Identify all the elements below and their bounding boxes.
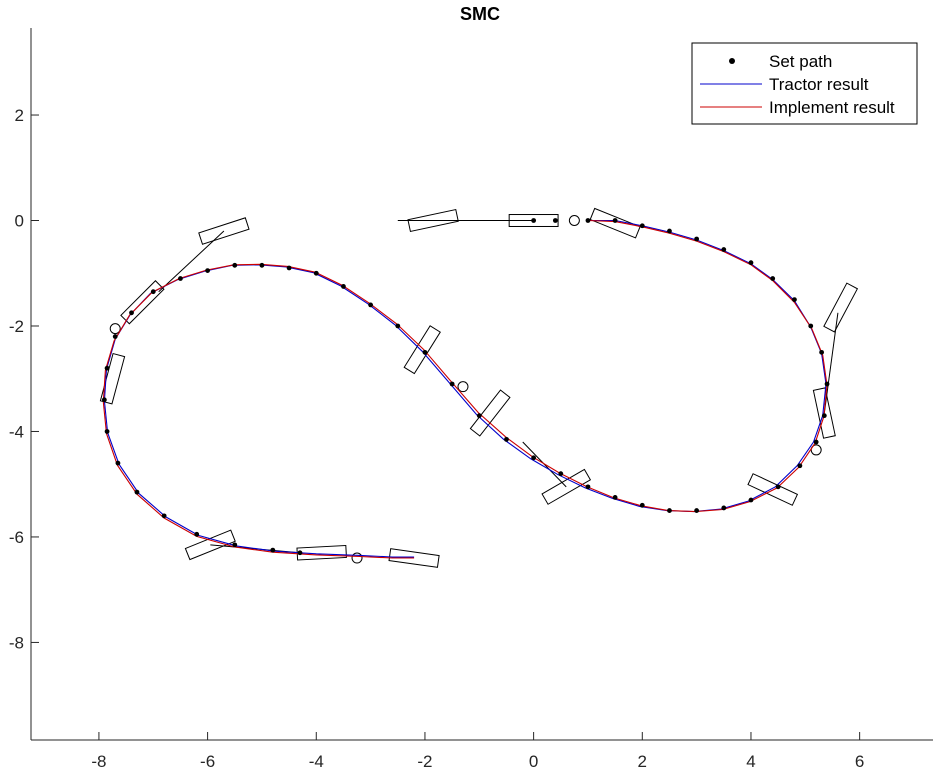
set-path-point: [504, 436, 509, 442]
set-path-point: [797, 463, 803, 469]
set-path-point: [205, 268, 210, 274]
vehicle-rect: [823, 282, 859, 333]
chart-title: SMC: [460, 4, 500, 24]
set-path-point: [178, 276, 183, 281]
vehicle-rect: [812, 387, 836, 439]
vehicle-rect: [198, 217, 250, 245]
set-path-point: [313, 270, 319, 276]
set-path-point: [134, 489, 140, 495]
set-path-point: [112, 334, 118, 339]
hitch-circle: [810, 444, 822, 456]
hitch-lines: [158, 220, 839, 554]
x-tick-label: 2: [638, 752, 647, 771]
vehicle-rect: [508, 214, 559, 227]
x-tick-label: -2: [417, 752, 432, 771]
legend-marker-set-path: [729, 58, 735, 64]
set-path-point: [422, 349, 428, 355]
legend-label-implement: Implement result: [769, 98, 895, 117]
set-path-point: [639, 502, 645, 508]
x-tick-label: 4: [746, 752, 755, 771]
set-path-point: [449, 381, 455, 387]
set-path-point: [259, 262, 265, 268]
y-tick-label: -6: [9, 528, 24, 547]
legend-label-tractor: Tractor result: [769, 75, 869, 94]
set-path-point: [368, 302, 374, 308]
set-path-point: [667, 508, 672, 513]
set-path-point: [161, 513, 167, 519]
x-tick-label: -6: [200, 752, 215, 771]
x-tick-label: -4: [309, 752, 324, 771]
set-path-point: [270, 547, 276, 553]
set-path-point: [341, 284, 346, 289]
set-path-point: [558, 471, 564, 477]
y-tick-label: 0: [15, 212, 24, 231]
series-lines: [102, 219, 828, 559]
set-path-point: [639, 223, 645, 229]
set-path-point: [721, 247, 727, 252]
vehicle-rect: [99, 352, 126, 405]
x-tick-label: 6: [855, 752, 864, 771]
set-path-point: [104, 365, 110, 371]
y-tick-label: 2: [15, 106, 24, 125]
x-tick-label: -8: [91, 752, 106, 771]
set-path-point: [819, 349, 825, 355]
set-path-point: [150, 289, 156, 295]
set-path-point: [824, 381, 830, 387]
set-path-point: [808, 323, 814, 329]
vehicle-rect: [388, 548, 440, 568]
hitch-circle: [568, 215, 580, 227]
set-path-point: [101, 397, 107, 403]
set-path-point: [813, 439, 819, 445]
set-path-point: [748, 260, 754, 266]
set-path-point: [552, 218, 558, 223]
vehicle-outlines: [99, 207, 859, 568]
set-path-point: [585, 484, 591, 490]
vehicle-rect: [541, 468, 592, 505]
y-tick-label: -4: [9, 422, 24, 441]
set-path-point: [531, 218, 537, 223]
set-path-point: [775, 484, 781, 490]
set-path-point: [694, 236, 700, 242]
hitch-circle: [351, 552, 363, 564]
set-path-point: [721, 505, 727, 511]
set-path-point: [129, 310, 134, 316]
y-tick-label: -8: [9, 633, 24, 652]
vehicle-rect: [120, 280, 165, 325]
legend: Set path Tractor result Implement result: [691, 42, 918, 125]
set-path-point: [667, 228, 672, 234]
set-path-point: [770, 276, 776, 281]
vehicle-rect: [407, 208, 459, 233]
set-path-point: [286, 265, 292, 271]
set-path-point: [694, 508, 700, 513]
vehicle-rect: [589, 207, 641, 239]
set-path-point: [232, 542, 238, 548]
set-path-point: [585, 218, 591, 223]
legend-label-set-path: Set path: [769, 52, 832, 71]
implement-result-line: [102, 219, 828, 559]
set-path-point: [297, 550, 303, 556]
set-path-point: [612, 494, 618, 500]
x-tick-label: 0: [529, 752, 538, 771]
set-path-point: [748, 497, 754, 503]
hitch-circle: [109, 323, 121, 335]
set-path-point: [612, 218, 618, 223]
set-path-point: [232, 262, 238, 268]
vehicle-rect: [747, 473, 799, 506]
set-path-points: [101, 218, 830, 556]
axes: -8 -6 -4 -2 0 2 4 6 2 0 -2 -4 -6 -8: [9, 28, 933, 771]
tractor-result-line: [103, 219, 827, 558]
set-path-point: [821, 413, 827, 419]
set-path-point: [104, 429, 110, 434]
set-path-point: [194, 531, 200, 537]
set-path-point: [531, 455, 537, 461]
y-tick-label: -2: [9, 317, 24, 336]
hitch-circle: [457, 381, 469, 393]
vehicle-rect: [469, 389, 511, 437]
set-path-point: [115, 460, 121, 466]
set-path-point: [395, 323, 401, 329]
set-path-point: [792, 297, 797, 303]
set-path-point: [476, 413, 482, 419]
